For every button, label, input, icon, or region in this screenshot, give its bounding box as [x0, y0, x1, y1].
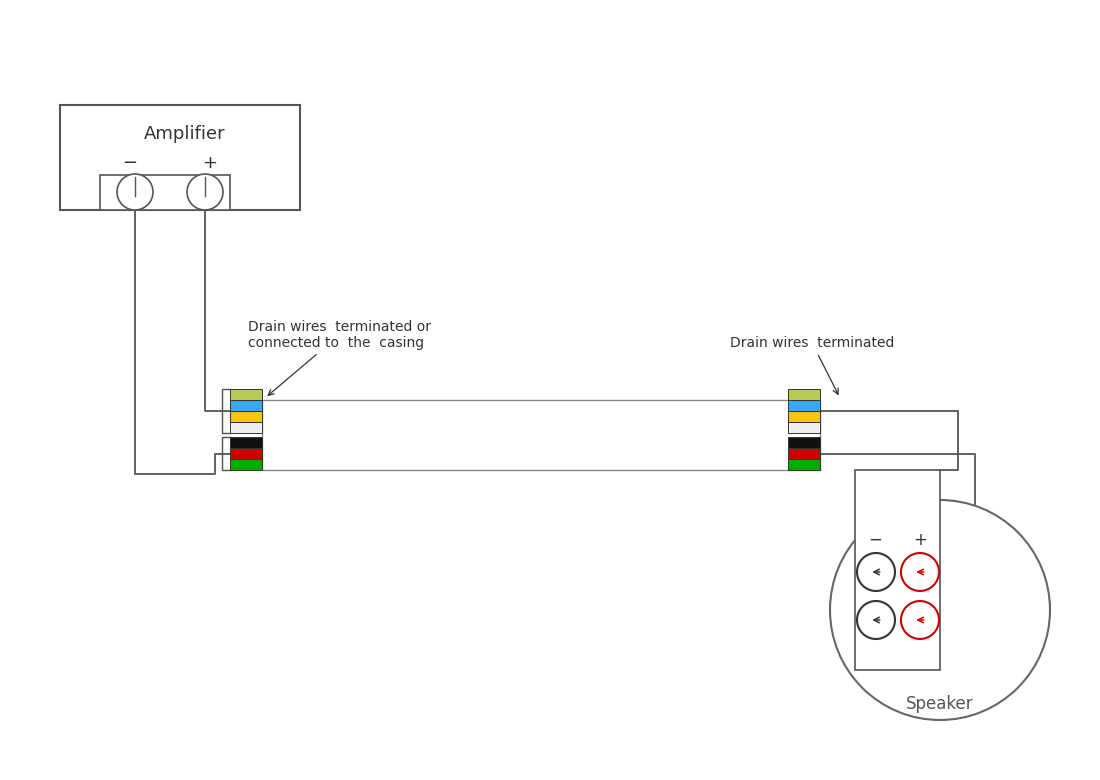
- Bar: [788, 437, 820, 448]
- Circle shape: [901, 553, 939, 591]
- Circle shape: [187, 174, 223, 210]
- Circle shape: [117, 174, 153, 210]
- Circle shape: [857, 601, 895, 639]
- Text: Amplifier: Amplifier: [144, 125, 225, 143]
- Bar: [100, 175, 230, 210]
- Text: −: −: [868, 531, 882, 549]
- Bar: [788, 400, 820, 411]
- Bar: [788, 411, 820, 422]
- Bar: [788, 448, 820, 459]
- Bar: [230, 389, 262, 400]
- Text: Drain wires  terminated: Drain wires terminated: [730, 336, 894, 394]
- Bar: [230, 422, 262, 433]
- Circle shape: [901, 601, 939, 639]
- Bar: [230, 448, 262, 459]
- Bar: [788, 422, 820, 433]
- Bar: [230, 411, 262, 422]
- Bar: [788, 389, 820, 400]
- Circle shape: [857, 553, 895, 591]
- Bar: [788, 459, 820, 470]
- Bar: [855, 470, 940, 670]
- Bar: [230, 400, 262, 411]
- Bar: [262, 400, 820, 470]
- Text: Drain wires  terminated or
connected to  the  casing: Drain wires terminated or connected to t…: [248, 320, 431, 395]
- Bar: [60, 105, 300, 210]
- Text: +: +: [913, 531, 927, 549]
- Bar: [230, 437, 262, 448]
- Circle shape: [830, 500, 1050, 720]
- Text: +: +: [202, 154, 218, 172]
- Text: Speaker: Speaker: [906, 695, 974, 713]
- Text: −: −: [122, 154, 138, 172]
- Bar: [230, 459, 262, 470]
